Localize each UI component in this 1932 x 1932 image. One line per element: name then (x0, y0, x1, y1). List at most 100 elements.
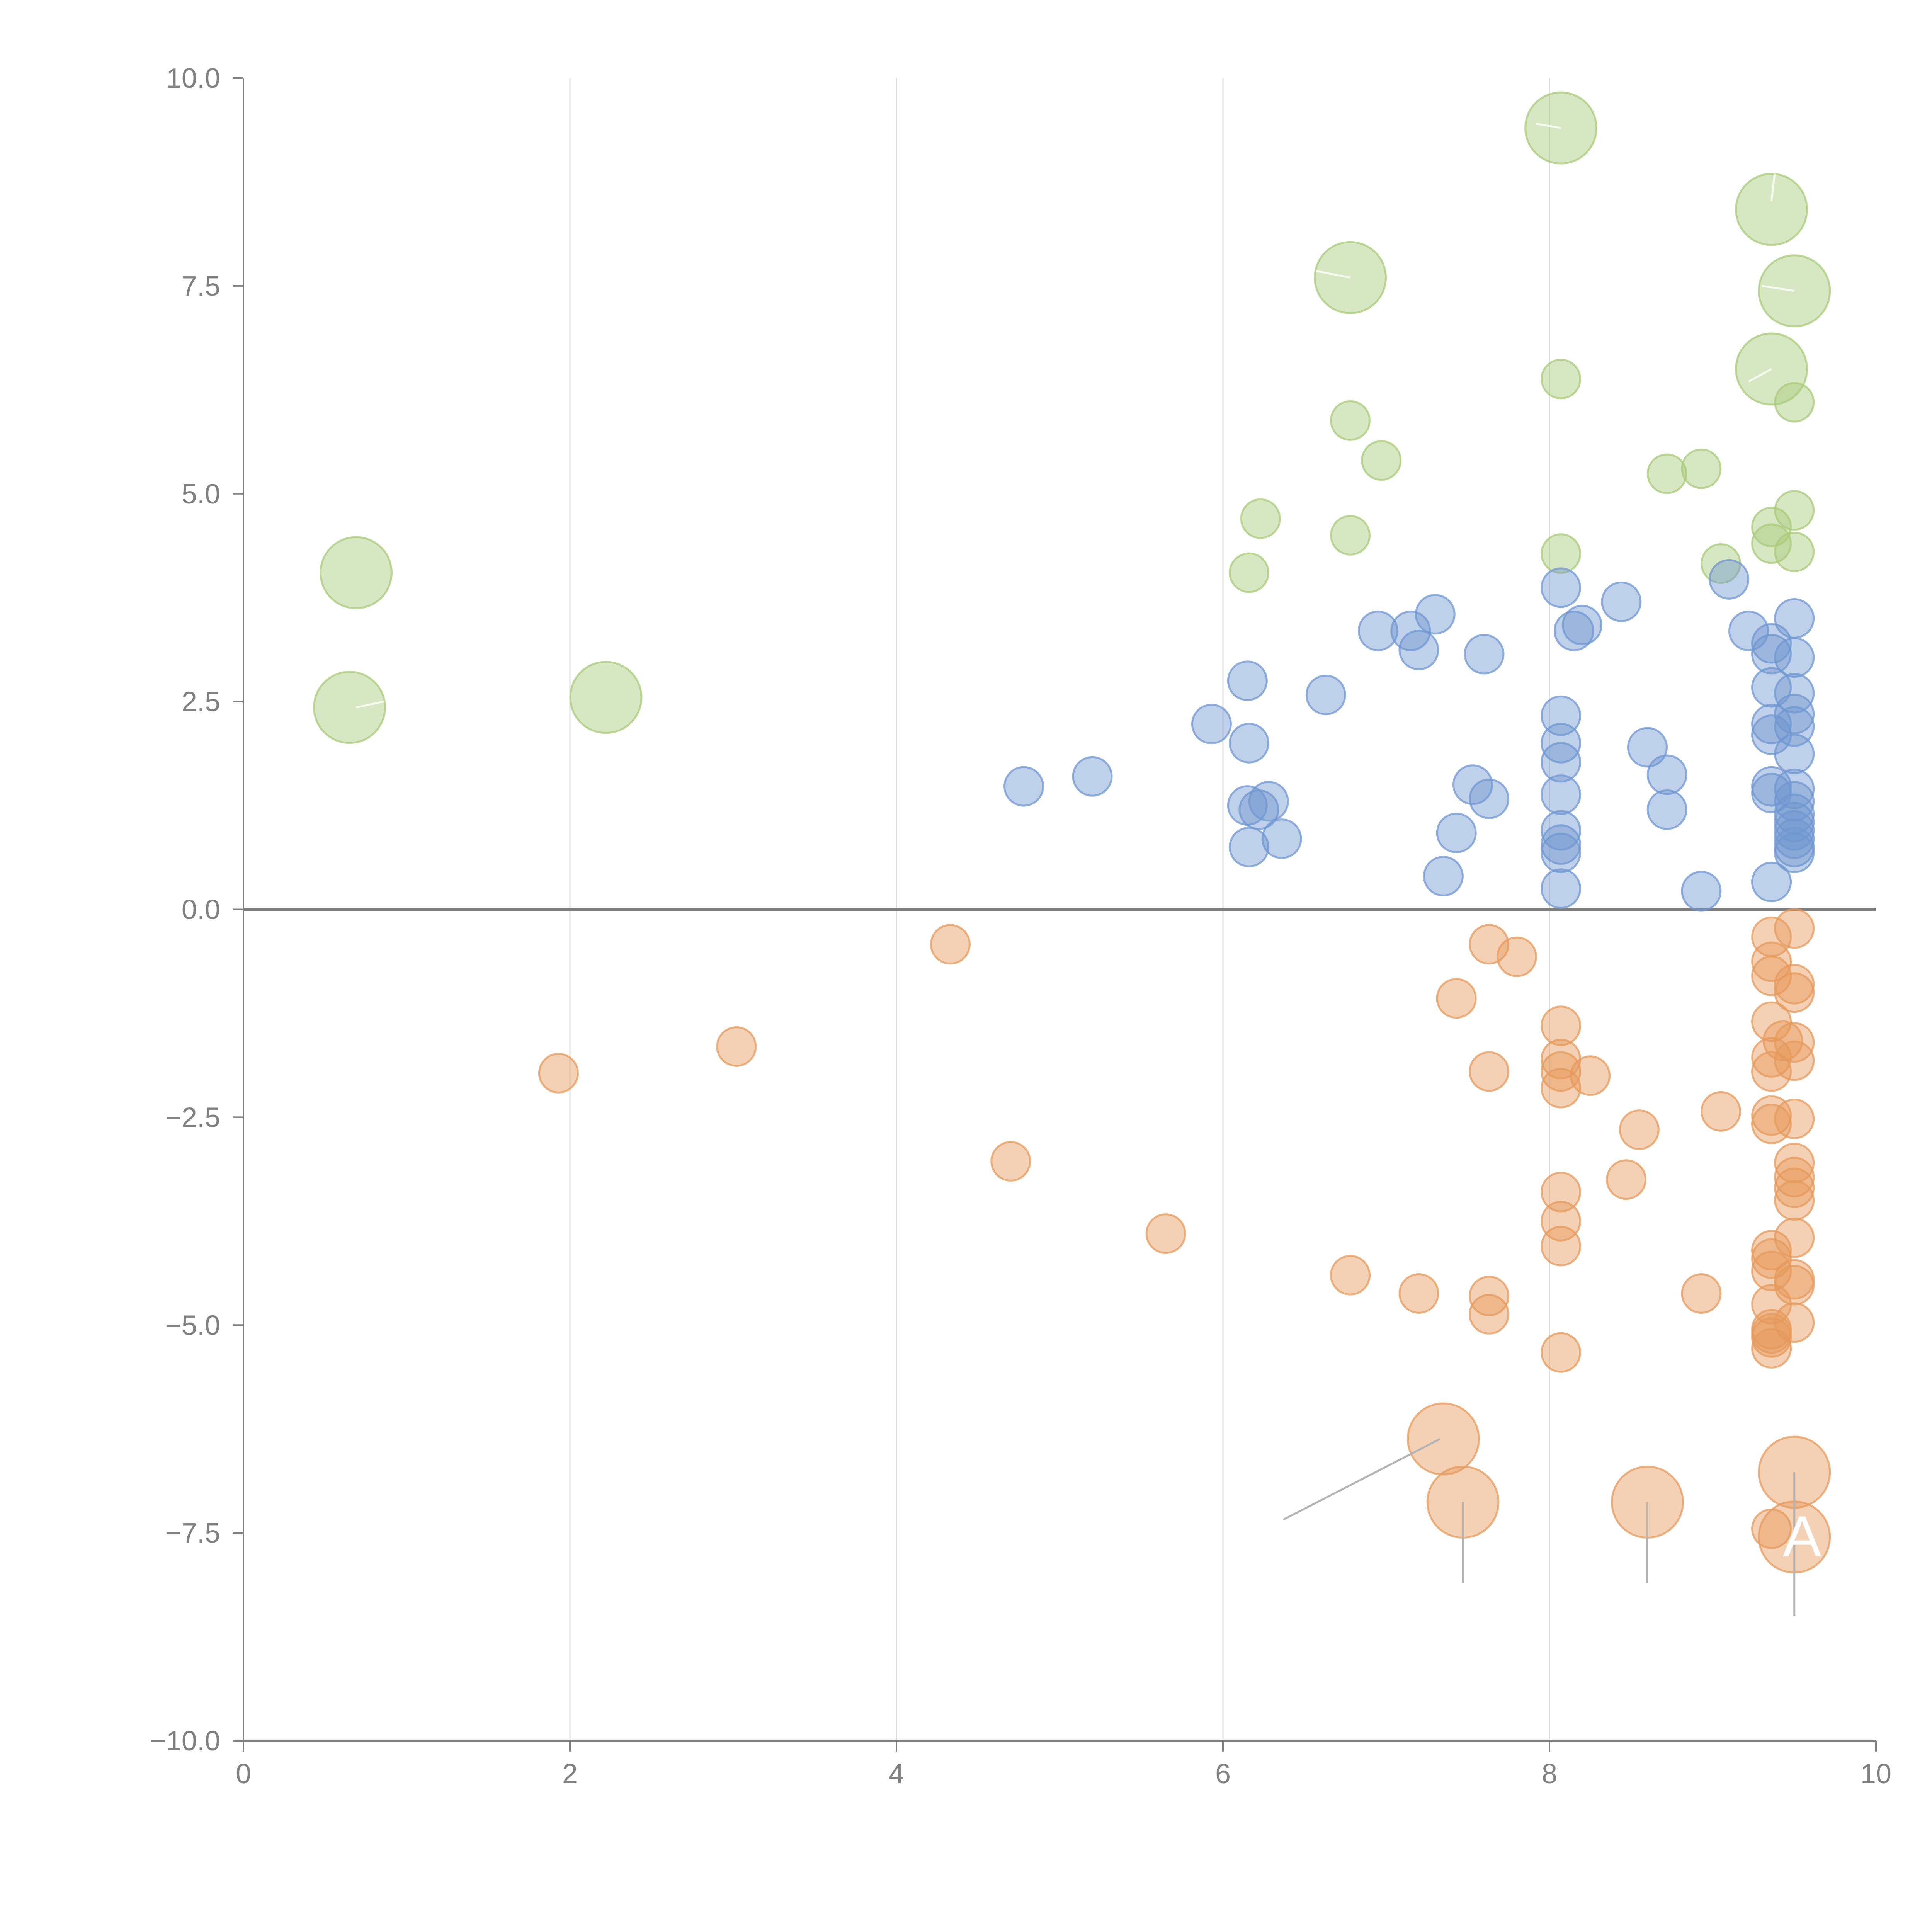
blue-bubble (1423, 855, 1464, 896)
orange-bubble (1774, 1180, 1815, 1221)
green-bubble (1240, 498, 1281, 539)
blue-bubble (1229, 723, 1270, 764)
blue-bubble (1601, 581, 1642, 622)
green-bubble (1774, 490, 1815, 531)
orange-bubble (1469, 1051, 1510, 1092)
y-tick-label: 7.5 (182, 271, 220, 302)
annotation-leader-line (1536, 122, 1561, 129)
orange-bubble (1751, 956, 1792, 997)
green-bubble (1330, 515, 1371, 556)
x-tick-label: 2 (562, 1759, 578, 1789)
blue-bubble (1774, 673, 1815, 714)
green-bubble (1541, 533, 1582, 574)
blue-bubble (1436, 813, 1477, 854)
blue-bubble (1191, 704, 1232, 745)
blue-bubble (1562, 605, 1602, 646)
blue-bubble (1464, 634, 1505, 675)
orange-bubble (1751, 1001, 1792, 1042)
green-bubble (1524, 91, 1598, 165)
blue-bubble (1469, 778, 1510, 819)
y-tick-label: −2.5 (165, 1102, 220, 1133)
orange-bubble (1774, 1040, 1815, 1081)
blue-bubble (1774, 810, 1815, 851)
orange-bubble (1751, 1051, 1792, 1092)
blue-bubble (1627, 727, 1668, 768)
blue-bubble (1774, 733, 1815, 774)
orange-bubble (1774, 1143, 1815, 1184)
orange-bubble (1751, 1250, 1792, 1291)
tick-labels: 10.0 7.5 5.0 2.5 0.0 −2.5 −5.0 −7.5 −10.0 0 2 4 6 8 10… (150, 63, 1891, 1789)
y-tick-label: 0.0 (182, 895, 220, 925)
axes (233, 77, 1877, 1752)
y-tick-label: 5.0 (182, 479, 220, 510)
y-tick-label: 10.0 (166, 63, 220, 94)
y-tick-label: −5.0 (165, 1310, 220, 1341)
green-bubble (1646, 453, 1687, 494)
orange-bubble (1541, 1172, 1582, 1213)
blue-bubble (1774, 818, 1815, 859)
orange-bubble (1751, 1328, 1792, 1369)
orange-bubble (1774, 1217, 1815, 1258)
blue-bubble (1774, 832, 1815, 873)
orange-bubble (716, 1026, 757, 1067)
orange-bubble (1774, 972, 1815, 1013)
orange-bubble (1774, 964, 1815, 1005)
orange-bubble (1774, 1022, 1815, 1063)
blue-bubble (1646, 754, 1687, 795)
orange-bubble (1541, 1005, 1582, 1046)
green-bubble (1330, 400, 1371, 441)
green-bubble (313, 671, 386, 744)
blue-bubble (1541, 832, 1582, 873)
orange-bubble (1774, 1156, 1815, 1197)
orange-bubble (1497, 936, 1537, 977)
green-bubble (1681, 448, 1722, 489)
orange-bubble (1681, 1273, 1722, 1314)
orange-bubble (1751, 1230, 1792, 1271)
blue-bubble (1774, 637, 1815, 678)
orange-bubble (1541, 1201, 1582, 1242)
blue-bubble (1261, 818, 1302, 859)
blue-bubble (1541, 742, 1582, 783)
annotation-leader-line (1761, 285, 1795, 292)
blue-bubble (1774, 802, 1815, 843)
blue-bubble (1751, 623, 1792, 664)
annotation-leader-line (1283, 1438, 1441, 1520)
green-bubble (569, 661, 643, 734)
blue-bubble (1541, 774, 1582, 815)
orange-bubble (1541, 1332, 1582, 1373)
orange-bubble (1751, 1317, 1792, 1358)
orange-bubble (1469, 1276, 1510, 1316)
orange-bubble (930, 924, 971, 965)
blue-bubble (1751, 704, 1792, 745)
green-bubble (1774, 382, 1815, 423)
y-tick-label: −10.0 (150, 1726, 220, 1757)
x-tick-label: 4 (889, 1759, 904, 1789)
x-tick-label: 6 (1215, 1759, 1231, 1789)
orange-bubble (1701, 1091, 1742, 1132)
blue-bubble (1072, 756, 1113, 797)
blue-bubble (1541, 824, 1582, 865)
x-tick-label: 10 (1861, 1759, 1891, 1789)
orange-bubble (1145, 1213, 1186, 1254)
orange-bubble (1406, 1402, 1480, 1476)
orange-bubble (1469, 1294, 1510, 1335)
annotation-leader-line (1748, 368, 1772, 383)
blue-bubble (1751, 667, 1792, 708)
green-bubble (1751, 523, 1792, 564)
blue-bubble (1646, 789, 1687, 830)
orange-bubble (538, 1053, 579, 1094)
green-bubble (1735, 173, 1808, 246)
orange-bubble (1398, 1273, 1439, 1314)
orange-bubble (1619, 1109, 1660, 1150)
blue-bubble (1398, 629, 1439, 670)
blue-bubble (1238, 789, 1279, 830)
green-bubble (1361, 440, 1402, 481)
green-bubble (320, 536, 393, 609)
orange-bubble (1330, 1255, 1371, 1296)
bubble-marks (313, 91, 1831, 1574)
orange-bubble (1774, 1302, 1815, 1343)
x-tick-label: 0 (236, 1759, 251, 1789)
orange-bubble (1774, 1167, 1815, 1208)
annotation-leader-line (356, 701, 384, 709)
